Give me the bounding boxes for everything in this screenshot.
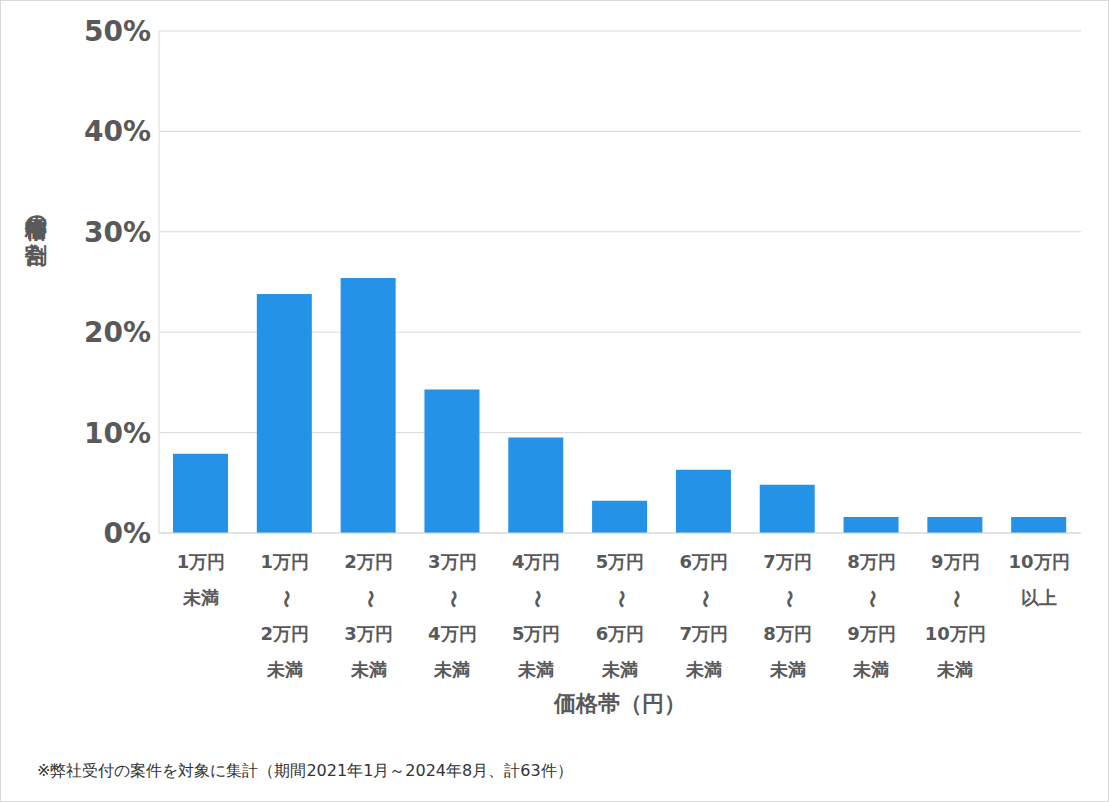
svg-text:〜: 〜	[443, 590, 464, 608]
svg-text:0%: 0%	[103, 517, 151, 550]
svg-text:7万円: 7万円	[680, 623, 729, 644]
svg-text:〜: 〜	[276, 590, 297, 608]
svg-text:未満: 未満	[936, 659, 973, 680]
svg-text:6万円: 6万円	[596, 623, 645, 644]
svg-text:1万円: 1万円	[177, 551, 226, 572]
svg-text:〜: 〜	[862, 590, 883, 608]
svg-text:5万円: 5万円	[596, 551, 645, 572]
svg-text:9万円: 9万円	[931, 551, 980, 572]
svg-text:10万円: 10万円	[925, 623, 986, 644]
svg-text:〜: 〜	[695, 590, 716, 608]
svg-text:4万円: 4万円	[512, 551, 561, 572]
svg-text:10%: 10%	[84, 417, 151, 450]
svg-text:1万円: 1万円	[260, 551, 309, 572]
svg-text:未満: 未満	[852, 659, 889, 680]
svg-text:30%: 30%	[84, 216, 151, 249]
svg-text:10万円: 10万円	[1009, 551, 1070, 572]
svg-text:未満: 未満	[769, 659, 806, 680]
svg-text:未満: 未満	[266, 659, 303, 680]
svg-text:未満: 未満	[517, 659, 554, 680]
html-text:※弊社受付の案件を対象に集計（期間2021年1月～2024年: ※弊社受付の案件を対象に集計（期間2021年1月～2024年8月、計63件）	[37, 761, 573, 780]
svg-text:〜: 〜	[360, 590, 381, 608]
svg-text:8万円: 8万円	[847, 551, 896, 572]
svg-text:4万円: 4万円	[428, 623, 477, 644]
svg-text:未満: 未満	[182, 587, 219, 608]
html-text:価格帯（円）: 価格帯（円）	[554, 691, 686, 716]
html-text:価格帯の割合: 価格帯の割合	[24, 201, 49, 226]
svg-text:50%: 50%	[84, 15, 151, 48]
svg-text:〜: 〜	[779, 590, 800, 608]
svg-text:〜: 〜	[611, 590, 632, 608]
svg-text:9万円: 9万円	[847, 623, 896, 644]
svg-text:40%: 40%	[84, 115, 151, 148]
svg-text:未満: 未満	[350, 659, 387, 680]
svg-text:未満: 未満	[433, 659, 470, 680]
svg-text:〜: 〜	[527, 590, 548, 608]
svg-text:〜: 〜	[946, 590, 967, 608]
svg-text:7万円: 7万円	[763, 551, 812, 572]
svg-text:3万円: 3万円	[428, 551, 477, 572]
svg-text:6万円: 6万円	[680, 551, 729, 572]
svg-text:2万円: 2万円	[344, 551, 393, 572]
svg-text:20%: 20%	[84, 316, 151, 349]
svg-text:5万円: 5万円	[512, 623, 561, 644]
svg-text:以上: 以上	[1021, 587, 1057, 608]
svg-text:8万円: 8万円	[763, 623, 812, 644]
svg-text:未満: 未満	[685, 659, 722, 680]
svg-text:未満: 未満	[601, 659, 638, 680]
svg-text:3万円: 3万円	[344, 623, 393, 644]
svg-text:2万円: 2万円	[260, 623, 309, 644]
